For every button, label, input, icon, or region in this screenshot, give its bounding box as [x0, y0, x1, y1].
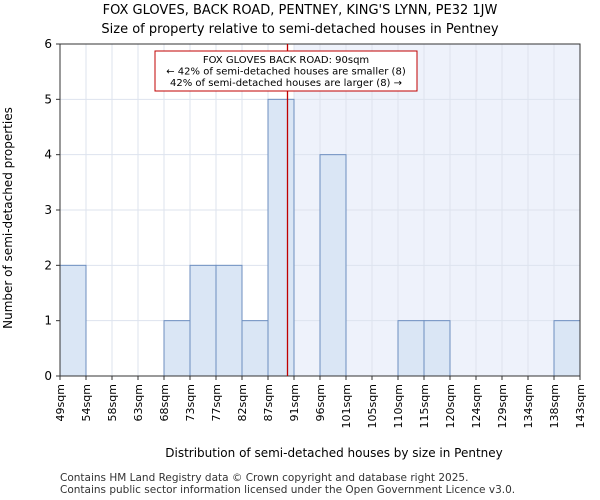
x-tick-label: 115sqm: [418, 384, 431, 428]
x-tick-label: 124sqm: [470, 384, 483, 428]
y-tick-label: 0: [44, 369, 52, 383]
x-tick-label: 143sqm: [574, 384, 587, 428]
y-tick-label: 1: [44, 314, 52, 328]
x-tick-label: 58sqm: [106, 384, 119, 421]
x-tick-label: 54sqm: [80, 384, 93, 421]
y-tick-label: 4: [44, 148, 52, 162]
x-tick-label: 73sqm: [184, 384, 197, 421]
x-tick-label: 49sqm: [54, 384, 67, 421]
histogram-bar: [163, 320, 191, 377]
y-tick-label: 3: [44, 203, 52, 217]
annotation-box: [154, 50, 418, 92]
y-tick-label: 6: [44, 37, 52, 51]
histogram-bar: [319, 154, 347, 377]
x-tick-label: 101sqm: [340, 384, 353, 428]
histogram-bar: [189, 264, 217, 377]
x-tick-label: 138sqm: [548, 384, 561, 428]
chart-title: FOX GLOVES, BACK ROAD, PENTNEY, KING'S L…: [102, 3, 498, 18]
x-tick-label: 129sqm: [496, 384, 509, 428]
histogram-bar: [423, 320, 451, 377]
annotation-line-2: ← 42% of semi-detached houses are smalle…: [166, 67, 406, 78]
x-tick-label: 77sqm: [210, 384, 223, 421]
histogram-bar: [59, 264, 87, 377]
histogram-bar: [241, 320, 269, 377]
x-tick-label: 68sqm: [158, 384, 171, 421]
y-tick-label: 2: [44, 258, 52, 272]
x-tick-label: 96sqm: [314, 384, 327, 421]
x-tick-label: 87sqm: [262, 384, 275, 421]
x-tick-label: 91sqm: [288, 384, 301, 421]
histogram-chart: 0 1 2 3 4 5 6 49sqm 54sqm 58sqm 63sqm 68sqm 73sqm 77s…: [1, 37, 587, 460]
footer-licence: Contains public sector information licen…: [60, 484, 516, 496]
y-axis-title: Number of semi-detached properties: [1, 107, 15, 329]
histogram-bar: [397, 320, 425, 377]
x-axis-title: Distribution of semi-detached houses by …: [165, 446, 502, 460]
y-tick-label: 5: [44, 92, 52, 106]
histogram-bar: [215, 264, 243, 377]
footer-copyright: Contains HM Land Registry data © Crown c…: [60, 472, 469, 484]
x-tick-label: 105sqm: [366, 384, 379, 428]
x-tick-label: 63sqm: [132, 384, 145, 421]
x-tick-label: 110sqm: [392, 384, 405, 428]
x-tick-label: 134sqm: [522, 384, 535, 428]
annotation-line-3: 42% of semi-detached houses are larger (…: [170, 78, 402, 89]
x-tick-label: 82sqm: [236, 384, 249, 421]
x-tick-label: 120sqm: [444, 384, 457, 428]
chart-subtitle: Size of property relative to semi-detach…: [101, 22, 499, 37]
histogram-bar: [267, 98, 295, 377]
histogram-bar: [553, 320, 581, 377]
annotation-line-1: FOX GLOVES BACK ROAD: 90sqm: [203, 55, 369, 66]
